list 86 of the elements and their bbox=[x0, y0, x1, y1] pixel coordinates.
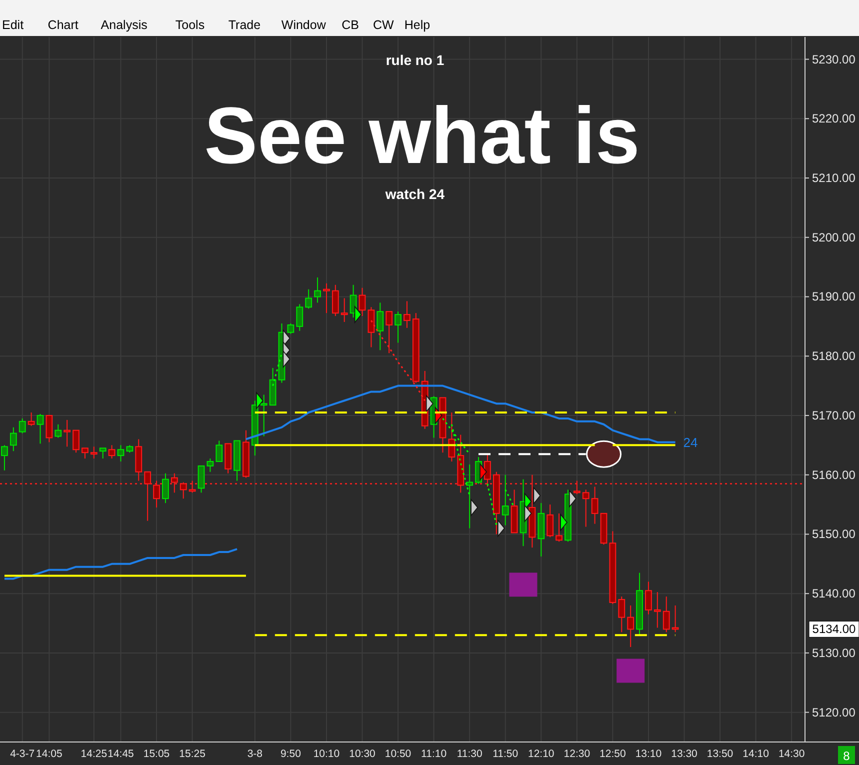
candlestick bbox=[54, 424, 62, 438]
candlestick bbox=[305, 288, 312, 310]
x-tick-label: 12:10 bbox=[528, 748, 554, 760]
candlestick bbox=[340, 298, 348, 322]
x-tick-label: 14:45 bbox=[108, 748, 134, 760]
y-tick-label: 5190.00 bbox=[812, 290, 856, 304]
x-tick-label: 14:10 bbox=[742, 748, 770, 760]
text: Edit Chart Analysis Tools Trade Window CB CW Help bbox=[2, 18, 430, 32]
candlestick bbox=[546, 504, 554, 538]
y-tick-label: 5230.00 bbox=[812, 52, 856, 66]
y-tick-label: 5120.00 bbox=[812, 705, 856, 720]
candlestick bbox=[672, 604, 679, 633]
y-tick-label: 5150.00 bbox=[812, 527, 856, 542]
x-tick-label: 13:50 bbox=[706, 748, 734, 760]
x-tick-label: 13:30 bbox=[671, 748, 698, 760]
y-tick-label: 5170.00 bbox=[812, 408, 856, 422]
x-tick-label: 15:05 bbox=[143, 748, 170, 760]
candlestick bbox=[90, 446, 98, 460]
candlestick bbox=[358, 287, 366, 317]
candlestick bbox=[645, 581, 652, 615]
x-tick-label: 11:10 bbox=[421, 748, 447, 760]
candlestick bbox=[260, 394, 268, 437]
x-tick-label: 4-3-7 bbox=[10, 748, 35, 760]
text: rule no 1 bbox=[386, 52, 444, 68]
candlestick bbox=[117, 444, 124, 462]
x-tick-label: 10:10 bbox=[313, 748, 340, 760]
candlestick bbox=[394, 311, 402, 344]
x-tick-label: 11:50 bbox=[492, 748, 518, 760]
x-tick-label: 15:25 bbox=[179, 748, 206, 760]
candlestick bbox=[64, 419, 71, 448]
x-tick-label: 14:25 bbox=[80, 748, 108, 760]
x-tick-label: 3-8 bbox=[247, 748, 263, 760]
candlestick bbox=[448, 412, 456, 462]
x-tick-label: 11:30 bbox=[456, 748, 482, 760]
x-tick-label: 9:50 bbox=[280, 748, 302, 760]
candlestick bbox=[36, 413, 44, 444]
candlestick bbox=[72, 430, 80, 454]
candlestick bbox=[556, 512, 562, 542]
text: 8 bbox=[843, 749, 850, 763]
y-tick-label: 5200.00 bbox=[812, 230, 856, 244]
candlestick bbox=[287, 322, 294, 334]
candlestick bbox=[332, 284, 339, 317]
candlestick bbox=[82, 448, 88, 460]
x-tick-label: 10:30 bbox=[349, 748, 376, 760]
candlestick bbox=[296, 304, 304, 332]
candlestick bbox=[28, 412, 35, 426]
x-tick-label: 13:10 bbox=[635, 748, 662, 760]
candlestick bbox=[662, 596, 670, 633]
candlestick bbox=[591, 486, 598, 524]
candlestick bbox=[18, 418, 26, 434]
y-tick-label: 5220.00 bbox=[812, 112, 856, 126]
text: See what is bbox=[204, 91, 640, 180]
x-tick-label: 14:30 bbox=[778, 748, 805, 760]
x-tick-label: 12:30 bbox=[564, 748, 590, 760]
y-tick-label: 5180.00 bbox=[812, 349, 856, 364]
candlestick bbox=[162, 472, 169, 504]
text: 5134.00 bbox=[812, 622, 856, 636]
candlestick bbox=[1, 444, 8, 471]
candlestick bbox=[180, 482, 187, 500]
y-tick-label: 5160.00 bbox=[812, 468, 856, 482]
y-tick-label: 5140.00 bbox=[812, 586, 856, 601]
candlestick bbox=[99, 448, 106, 460]
annotation: watch 24 bbox=[384, 186, 445, 202]
candlestick bbox=[198, 465, 205, 494]
candlestick bbox=[654, 592, 661, 628]
candlestick bbox=[404, 300, 410, 328]
candlestick bbox=[216, 440, 223, 462]
x-tick-label: 14:05 bbox=[36, 748, 62, 760]
candlestick bbox=[502, 474, 509, 526]
series-label: 24 bbox=[683, 435, 698, 450]
candlestick bbox=[206, 458, 214, 472]
candlestick bbox=[108, 444, 116, 460]
line-series bbox=[244, 384, 676, 444]
candlestick bbox=[627, 604, 634, 648]
line-series bbox=[3, 548, 238, 580]
x-tick-label: 12:50 bbox=[600, 748, 626, 760]
candlestick bbox=[618, 596, 626, 633]
candlestick bbox=[323, 282, 330, 314]
candlestick bbox=[582, 489, 590, 528]
y-tick-label: 5210.00 bbox=[812, 171, 856, 185]
x-tick-label: 10:50 bbox=[384, 748, 412, 760]
candlestick bbox=[376, 302, 384, 351]
candlestick bbox=[46, 414, 53, 443]
candlestick bbox=[314, 276, 321, 304]
candlestick bbox=[10, 426, 17, 452]
y-tick-label: 5130.00 bbox=[812, 646, 856, 660]
